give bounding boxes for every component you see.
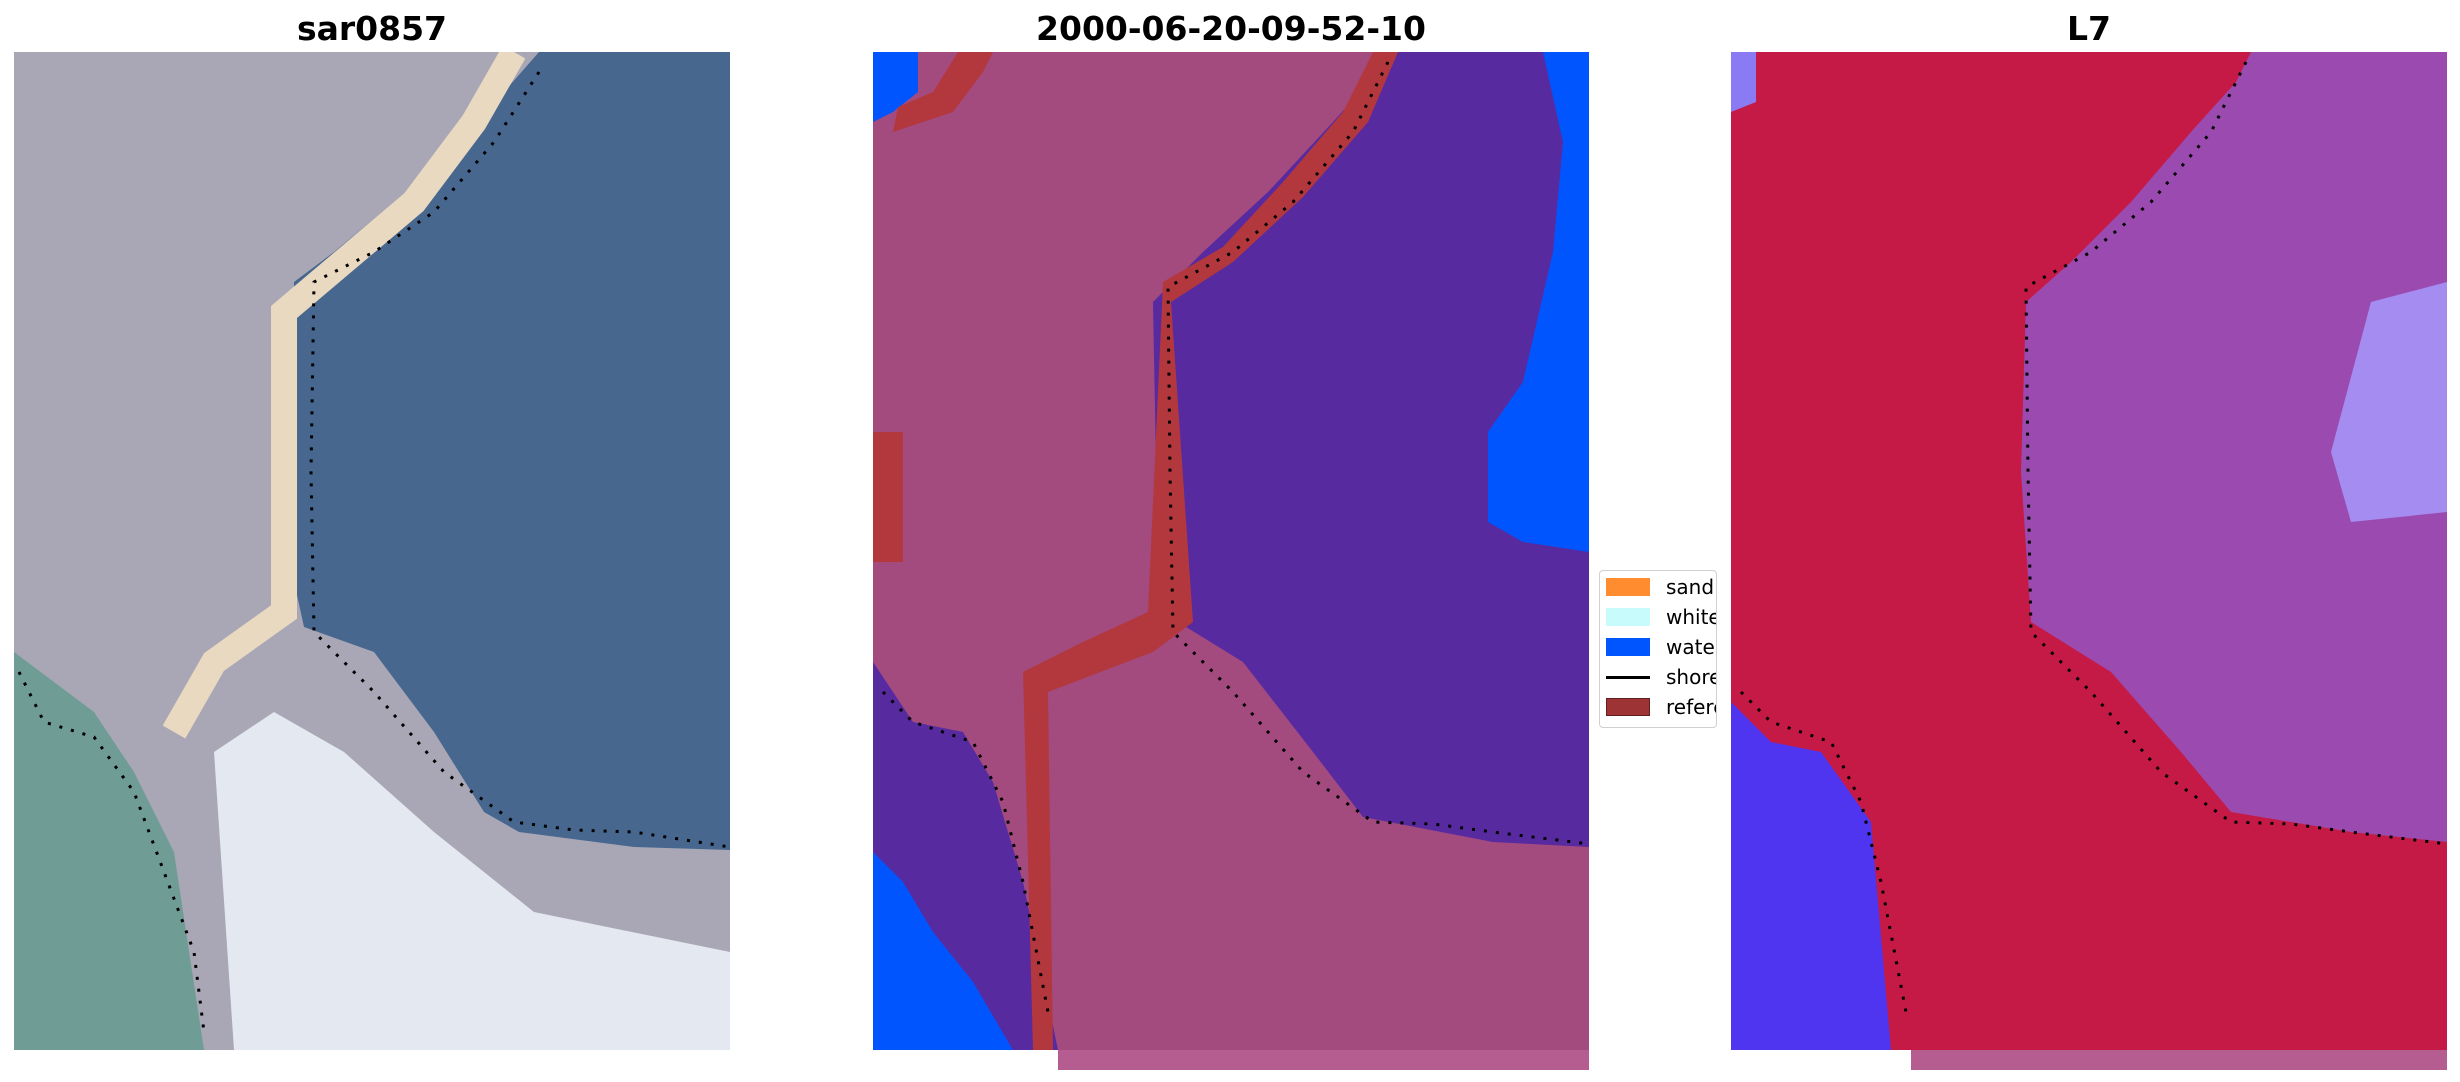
legend-swatch-water xyxy=(1606,638,1650,656)
legend-item-sand: sand xyxy=(1606,573,1714,601)
open-water-class xyxy=(1488,52,1589,552)
legend-item-reference-shoreline: reference shoreline xyxy=(1606,693,1716,721)
water-class xyxy=(1153,52,1589,847)
index-water xyxy=(2021,52,2447,842)
detected-shoreline-west xyxy=(881,690,1050,1013)
detected-shoreline xyxy=(2024,61,2447,846)
index-panel xyxy=(1731,52,2447,1070)
rgb-image-panel xyxy=(14,52,730,1050)
open-water-class-sw xyxy=(873,852,1013,1050)
water-body xyxy=(292,52,730,850)
legend-swatch-sand xyxy=(1606,578,1650,596)
panel-title-classification: 2000-06-20-09-52-10 xyxy=(1036,9,1426,48)
legend-label-sand: sand xyxy=(1666,575,1715,599)
image-extension xyxy=(1911,1050,2447,1070)
legend-label-whitewater: whitewater xyxy=(1666,605,1717,629)
panel-title-rgb: sar0857 xyxy=(296,9,448,48)
legend-item-shoreline: shoreline xyxy=(1606,663,1716,691)
index-shallow xyxy=(2331,282,2447,522)
image-extension xyxy=(1058,1050,1589,1070)
road-strip xyxy=(162,52,526,739)
legend-label-water: water xyxy=(1666,635,1716,659)
legend-swatch-whitewater xyxy=(1606,608,1650,626)
panel-title-index: L7 xyxy=(2067,9,2111,48)
reference-shoreline-nw xyxy=(893,52,993,132)
legend-swatch-reference-shoreline xyxy=(1606,698,1650,716)
legend: sand whitewater water shoreline referenc… xyxy=(1599,570,1717,728)
white-sand-area xyxy=(214,712,730,1050)
detected-shoreline-west xyxy=(1739,690,1908,1013)
detected-shoreline xyxy=(1166,61,1589,846)
open-water-class-nw xyxy=(873,52,918,122)
classification-panel xyxy=(873,52,1589,1070)
legend-item-whitewater: whitewater xyxy=(1606,603,1717,631)
vegetation-area xyxy=(14,652,204,1050)
legend-item-water: water xyxy=(1606,633,1716,661)
reference-shoreline-left xyxy=(873,432,903,562)
legend-label-reference-shoreline: reference shoreline xyxy=(1666,695,1716,719)
legend-swatch-shoreline xyxy=(1606,675,1650,679)
legend-label-shoreline: shoreline xyxy=(1666,665,1716,689)
index-low-nw xyxy=(1731,52,1756,112)
index-low-sw xyxy=(1731,702,1891,1050)
